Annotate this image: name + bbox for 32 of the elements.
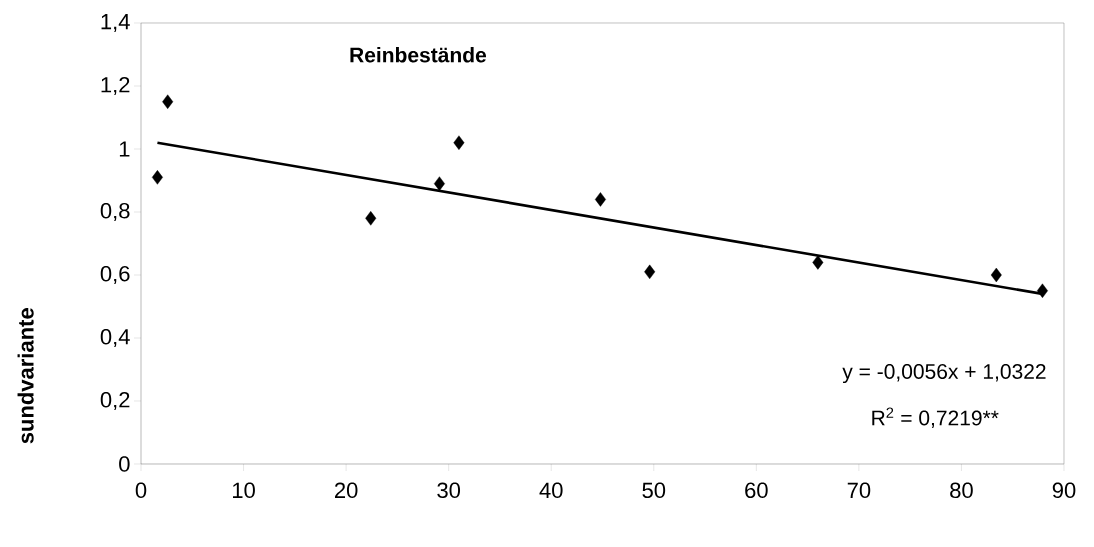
x-tick-label: 60 bbox=[745, 482, 768, 499]
text: Reinbestände bbox=[350, 47, 487, 63]
x-tick-label: 40 bbox=[539, 482, 563, 499]
y-tick-label: 0 bbox=[119, 456, 130, 472]
x-tick-label: 70 bbox=[847, 482, 871, 499]
annotation: y = -0,0056x + 1,0322 bbox=[842, 364, 1046, 384]
x-tick-label: 10 bbox=[233, 482, 255, 499]
point bbox=[595, 192, 606, 207]
y-tick-label: 1,4 bbox=[101, 14, 130, 32]
x-tick-label: 30 bbox=[437, 482, 461, 499]
y-tick-label: 0,8 bbox=[100, 202, 130, 222]
x-tick-label: 90 bbox=[1052, 482, 1076, 499]
point bbox=[644, 264, 656, 280]
point bbox=[812, 255, 824, 270]
point bbox=[453, 135, 465, 150]
point bbox=[151, 170, 163, 185]
annotation: R$^{2}$ = 0,7219** bbox=[872, 407, 999, 428]
point bbox=[365, 211, 377, 226]
y-tick-label: 1,2 bbox=[101, 76, 130, 96]
x-tick-label: 80 bbox=[950, 482, 973, 499]
point bbox=[990, 267, 1002, 283]
x-tick-label: 20 bbox=[334, 482, 358, 499]
y-tick-label: 1 bbox=[119, 141, 130, 157]
x-tick-label: 50 bbox=[642, 482, 666, 499]
point bbox=[433, 176, 445, 191]
y-tick-label: 0,6 bbox=[100, 265, 130, 285]
point bbox=[1037, 283, 1048, 298]
x-tick-label: 0 bbox=[135, 482, 147, 499]
point bbox=[162, 94, 174, 109]
y-tick-label: 0,2 bbox=[100, 391, 130, 411]
y-axis-title: sundvariante bbox=[17, 308, 34, 444]
y-tick-label: 0,4 bbox=[100, 328, 130, 348]
